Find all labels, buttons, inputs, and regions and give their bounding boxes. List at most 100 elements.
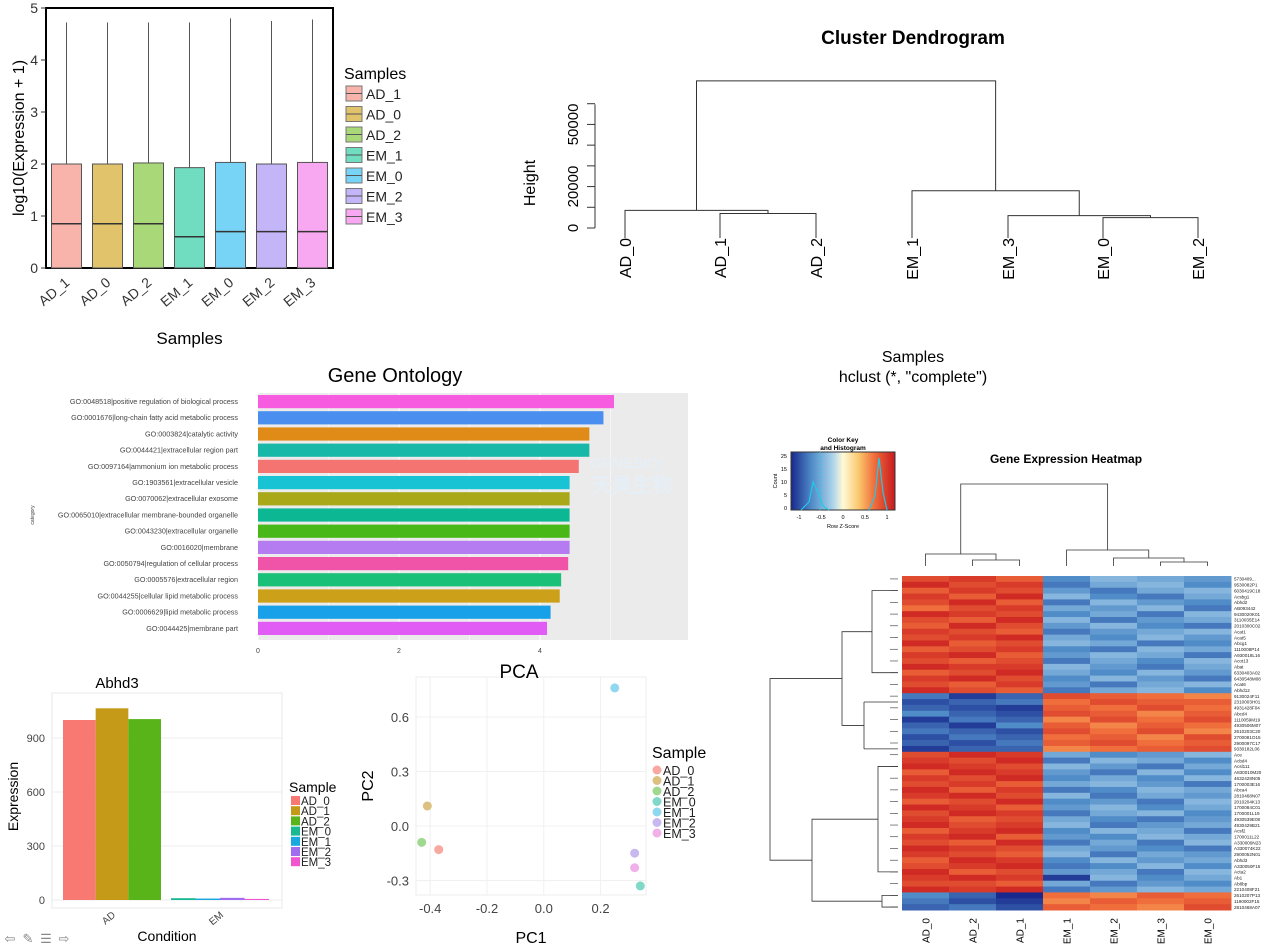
heatmap-cell xyxy=(949,728,997,735)
heatmap-cell xyxy=(1184,745,1232,753)
heatmap-cell xyxy=(1043,605,1091,612)
heatmap-cell xyxy=(1184,681,1232,688)
y-tick-label: 600 xyxy=(27,787,45,799)
x-tick-label: -0.4 xyxy=(419,901,441,916)
heatmap-cell xyxy=(1137,663,1185,671)
heatmap-cell xyxy=(1184,898,1232,905)
heatmap-cell xyxy=(1043,710,1091,718)
go-category-label: GO:0044421|extracellular region part xyxy=(120,446,238,455)
heatmap-cell xyxy=(996,880,1044,888)
heatmap-cell xyxy=(1184,880,1232,888)
row-label: 6430548M08 xyxy=(1234,676,1261,681)
heatmap-cell xyxy=(949,775,997,782)
row-label: 2010300C02 xyxy=(1234,624,1261,629)
heatmap-cell xyxy=(1184,628,1232,636)
heatmap-cell xyxy=(996,581,1044,589)
heatmap-cell xyxy=(996,681,1044,688)
heatmap-cell xyxy=(949,681,997,688)
y-axis-label: category xyxy=(30,505,36,525)
legend-swatch xyxy=(652,786,662,796)
legend-label: EM_1 xyxy=(663,806,696,820)
x-tick-label: -0.2 xyxy=(476,901,498,916)
y-tick-label: 1 xyxy=(30,208,38,224)
arrow-right-icon[interactable]: ⇨ xyxy=(58,931,70,946)
y-axis-label: PC2 xyxy=(360,770,377,801)
row-label: 2900097C17 xyxy=(1234,741,1261,746)
expression-bar xyxy=(220,897,245,900)
heatmap-cell xyxy=(1137,576,1185,583)
x-axis-sublabel: hclust (*, "complete") xyxy=(839,369,987,386)
heatmap-cell xyxy=(1090,710,1138,718)
heatmap-cell xyxy=(1137,898,1185,905)
heatmap-cell xyxy=(1043,693,1091,700)
heatmap-cell xyxy=(1090,757,1138,765)
heatmap-cell xyxy=(1043,722,1091,729)
heatmap-cell xyxy=(996,851,1044,858)
go-category-label: GO:0048518|positive regulation of biolog… xyxy=(70,397,238,406)
box xyxy=(92,163,123,269)
pca-point xyxy=(417,837,427,847)
heatmap-cell xyxy=(949,663,997,671)
legend-swatch xyxy=(652,765,662,775)
heatmap-cell xyxy=(996,892,1044,899)
heatmap-cell xyxy=(1043,845,1091,852)
x-tick-label: AD_1 xyxy=(35,274,72,309)
heatmap-cell xyxy=(949,798,997,806)
heatmap-cell xyxy=(1090,863,1138,870)
row-label: Acat5 xyxy=(1234,635,1246,640)
heatmap-cell xyxy=(1043,892,1091,899)
heatmap-cell xyxy=(1184,816,1232,823)
heatmap-cell xyxy=(949,704,997,712)
heatmap-cell xyxy=(902,634,950,641)
row-dendrogram-branch xyxy=(811,818,882,902)
heatmap-cell xyxy=(1137,675,1185,682)
heatmap-cell xyxy=(1137,857,1185,864)
heatmap-cell xyxy=(1090,704,1138,712)
row-label: 1700084C01 xyxy=(1234,805,1261,810)
color-key-ytick: 15 xyxy=(781,467,787,473)
heatmap-cell xyxy=(1090,816,1138,823)
heatmap-cell xyxy=(996,669,1044,677)
arrow-left-icon[interactable]: ⇦ xyxy=(4,931,16,946)
heatmap-cell xyxy=(1043,880,1091,888)
heatmap-cell xyxy=(949,581,997,589)
heatmap-cell xyxy=(1090,634,1138,641)
y-tick-label: 300 xyxy=(27,841,45,853)
pencil-icon[interactable]: ✎ xyxy=(22,931,34,946)
chart-title: Cluster Dendrogram xyxy=(821,28,1005,49)
heatmap-cell xyxy=(996,687,1044,694)
color-key-ytick: 25 xyxy=(781,454,787,460)
heatmap-cell xyxy=(1090,716,1138,723)
heatmap-cell xyxy=(996,628,1044,636)
heatmap-cell xyxy=(1137,605,1185,612)
heatmap-cell xyxy=(1043,652,1091,659)
heatmap-cell xyxy=(996,804,1044,811)
heatmap-cell xyxy=(949,898,997,905)
heatmap-cell xyxy=(1090,728,1138,735)
heatmap-cell xyxy=(1090,669,1138,677)
column-label: AD_0 xyxy=(922,918,933,943)
heatmap-cell xyxy=(1090,576,1138,583)
row-label: 1700001L19 xyxy=(1234,811,1260,816)
legend-swatch xyxy=(291,826,300,836)
go-category-label: GO:0065010|extracellular membrane-bounde… xyxy=(58,510,238,519)
heatmap-cell xyxy=(1043,617,1091,624)
row-label: 9130024F11 xyxy=(1234,694,1260,699)
heatmap-cell xyxy=(1137,904,1185,911)
dendrogram-branch xyxy=(1102,217,1199,238)
watermark-text: 天昊生物 xyxy=(592,473,672,497)
legend-swatch xyxy=(291,796,300,805)
go-category-label: GO:0001676|long-chain fatty acid metabol… xyxy=(71,413,238,422)
legend-label: EM_2 xyxy=(663,817,696,831)
heatmap-cell xyxy=(949,892,997,899)
heatmap-cell xyxy=(1043,628,1091,636)
heatmap-cell xyxy=(1184,617,1232,624)
heatmap-cell xyxy=(996,833,1044,841)
heatmap-cell xyxy=(1184,593,1232,600)
y-tick-label: 0.0 xyxy=(391,819,409,834)
heatmap-cell xyxy=(1137,868,1185,876)
legend-swatch xyxy=(652,818,662,827)
menu-icon[interactable]: ☰ xyxy=(40,931,52,946)
row-label: A930018L16 xyxy=(1234,653,1261,658)
y-tick-label: -0.3 xyxy=(387,873,409,888)
